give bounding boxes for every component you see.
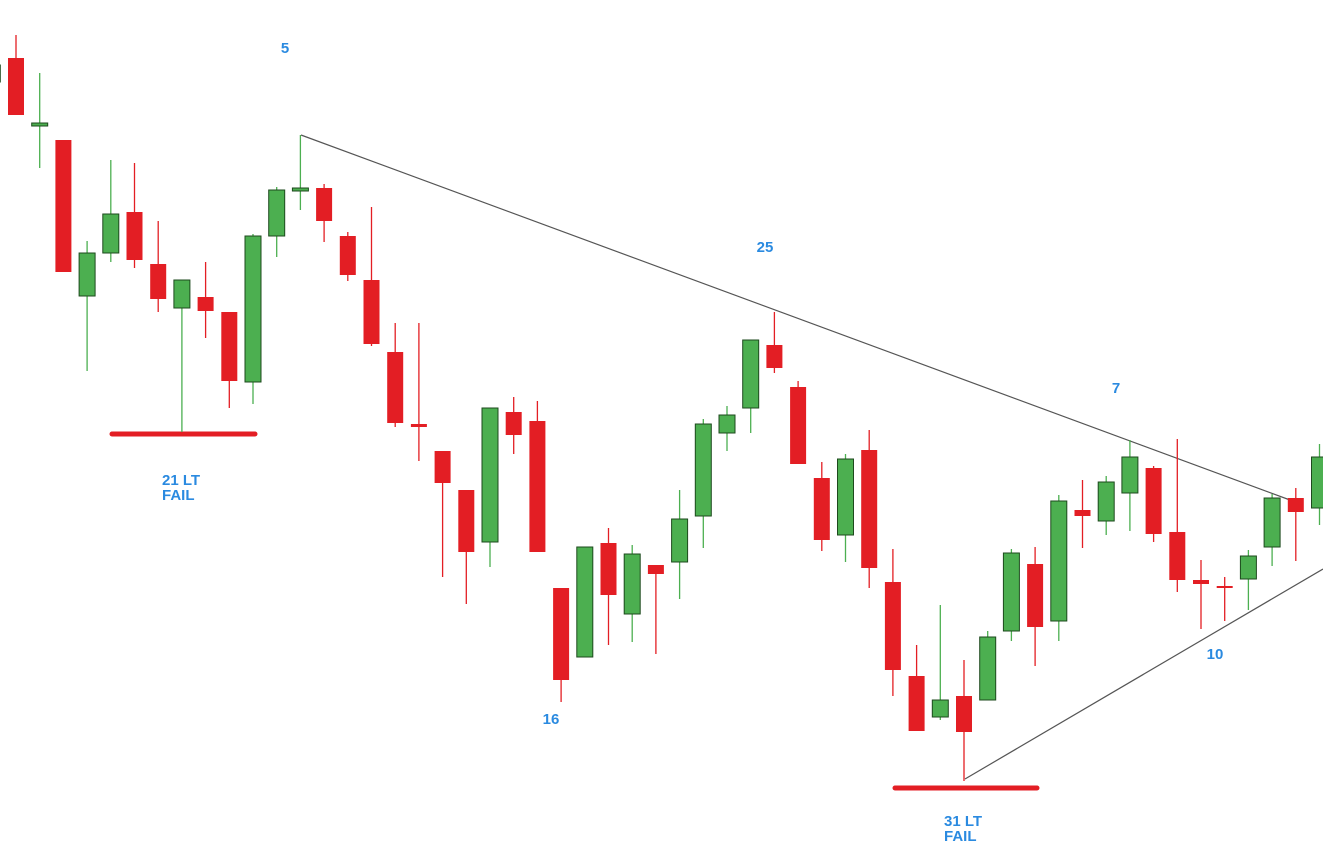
candle-body	[434, 451, 451, 483]
candle-body	[884, 582, 901, 670]
candle-body	[1027, 564, 1044, 627]
candle-body	[126, 212, 143, 260]
candle-body	[1311, 456, 1323, 509]
candle-body	[1050, 500, 1068, 622]
candle-body	[78, 252, 96, 297]
candle-body	[647, 565, 664, 574]
candle-body	[387, 352, 404, 423]
candle-body	[931, 699, 949, 718]
candle-body	[529, 421, 546, 552]
annotation: FAIL	[162, 487, 195, 504]
candle-body	[505, 412, 522, 435]
candle-body	[221, 312, 238, 381]
candle-body	[268, 189, 286, 237]
candle-body	[1145, 468, 1162, 534]
annotation: 21 LT	[162, 472, 200, 489]
annotation: 10	[1207, 646, 1224, 663]
trend-line	[964, 568, 1323, 780]
candle-body	[1002, 552, 1020, 632]
candle-body	[1216, 586, 1233, 588]
candle-body	[694, 423, 712, 517]
trend-line	[300, 134, 1291, 501]
candle-body	[410, 424, 427, 427]
candle-body	[173, 279, 191, 309]
candles	[0, 35, 1323, 781]
candle-body	[1193, 580, 1209, 584]
candle-body	[1239, 555, 1257, 580]
candle-body	[55, 140, 72, 272]
candle-body	[102, 213, 120, 254]
candle-body	[861, 450, 878, 568]
candle-body	[244, 235, 262, 383]
candle-body	[813, 478, 830, 540]
candle-body	[1169, 532, 1186, 580]
candle-body	[1263, 497, 1281, 548]
candle-body	[1287, 498, 1304, 512]
annotation: 25	[757, 239, 774, 256]
candle-body	[1097, 481, 1115, 522]
candle-body	[291, 187, 309, 192]
candle-body	[481, 407, 499, 543]
candle-body	[363, 280, 380, 344]
candle-body	[718, 414, 736, 434]
candle-body	[766, 345, 783, 368]
annotation: 5	[281, 40, 289, 57]
candle-body	[623, 553, 641, 615]
candle-body	[197, 297, 214, 311]
candle-body	[8, 58, 24, 115]
candle-body	[671, 518, 689, 563]
candle-body	[908, 676, 925, 731]
candle-body	[458, 490, 475, 552]
candle-body	[1074, 510, 1091, 516]
candle-body	[31, 122, 49, 127]
annotation: 7	[1112, 380, 1120, 397]
candle-body	[742, 339, 760, 409]
candle-body	[1121, 456, 1139, 494]
candle-body	[837, 458, 854, 536]
candle-body	[339, 236, 356, 275]
candle-body	[150, 264, 167, 299]
candle-body	[576, 546, 594, 658]
annotation: 16	[543, 711, 560, 728]
candle-body	[600, 543, 617, 595]
candle-body	[316, 188, 333, 221]
candle-body	[956, 696, 972, 732]
candle-body	[790, 387, 807, 464]
annotation: FAIL	[944, 828, 977, 845]
candle-body	[979, 636, 997, 701]
candle-body	[553, 588, 570, 680]
annotation: 31 LT	[944, 813, 982, 830]
